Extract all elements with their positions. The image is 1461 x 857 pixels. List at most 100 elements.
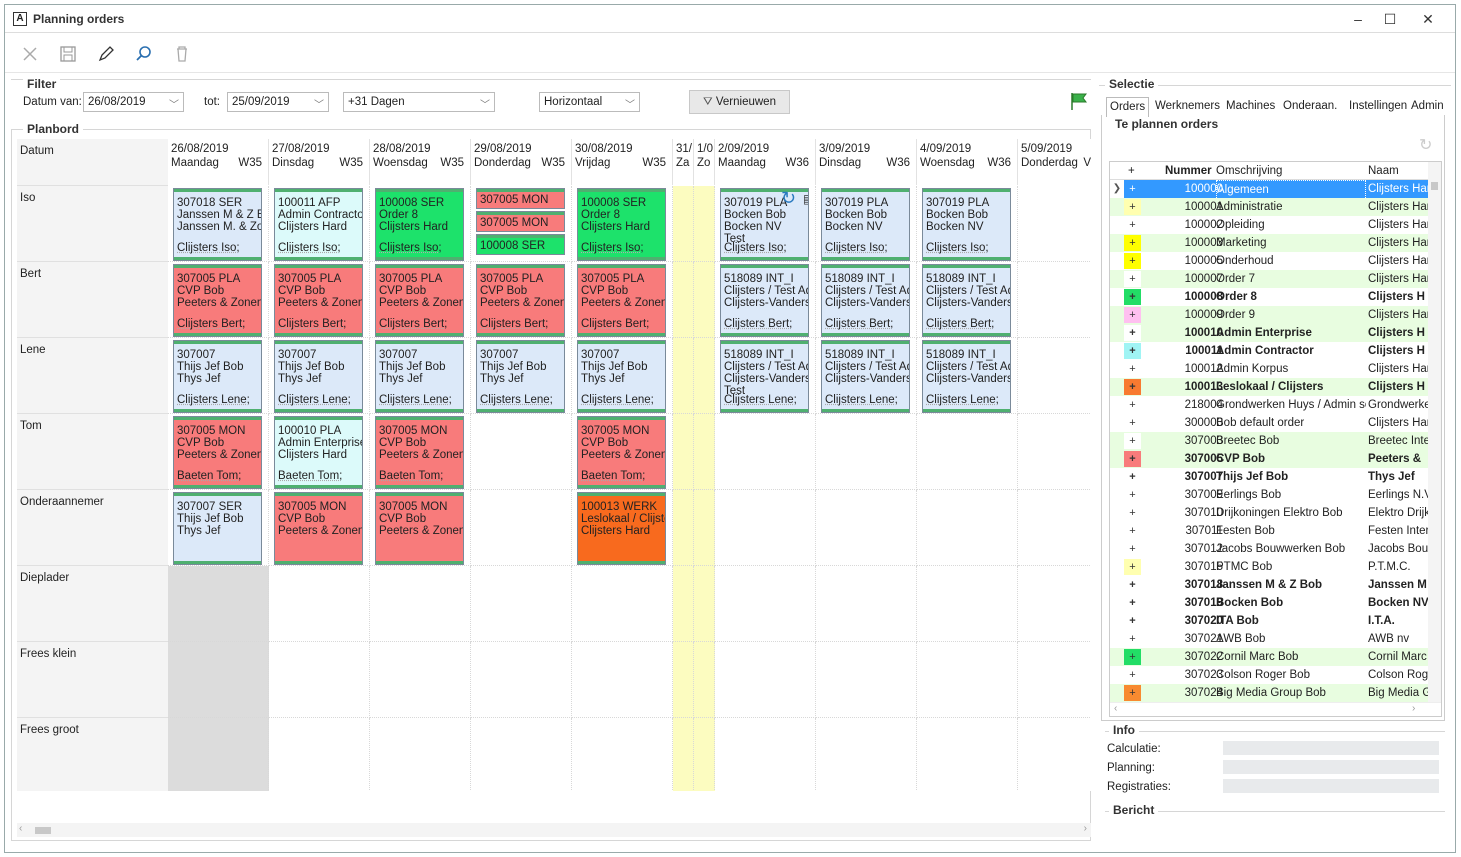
order-row[interactable]: +307021 AWB Bob AWB nv bbox=[1110, 630, 1428, 648]
grid-cell[interactable] bbox=[168, 262, 269, 338]
grid-cell[interactable] bbox=[471, 642, 572, 718]
cancel-icon[interactable] bbox=[19, 43, 41, 65]
expand-plus-icon[interactable]: + bbox=[1124, 181, 1141, 197]
grid-cell[interactable] bbox=[572, 338, 673, 414]
scroll-left-icon[interactable]: ‹ bbox=[19, 823, 23, 834]
expand-plus-icon[interactable]: + bbox=[1124, 253, 1141, 269]
range-select[interactable]: +31 Dagen ﹀ bbox=[343, 92, 495, 112]
grid-cell[interactable] bbox=[816, 718, 917, 791]
grid-cell[interactable] bbox=[917, 262, 1018, 338]
grid-cell[interactable] bbox=[269, 642, 370, 718]
grid-cell[interactable] bbox=[572, 642, 673, 718]
order-row[interactable]: +307022 Cornil Marc Bob Cornil Marc bbox=[1110, 648, 1428, 666]
grid-cell[interactable] bbox=[1018, 490, 1091, 566]
grid-cell[interactable] bbox=[168, 186, 269, 262]
minimize-button[interactable]: – bbox=[1354, 11, 1362, 27]
grid-cell[interactable] bbox=[917, 718, 1018, 791]
edit-icon[interactable] bbox=[95, 43, 117, 65]
order-row[interactable]: +100008 Order 8 Clijsters H bbox=[1110, 288, 1428, 306]
grid-cell[interactable] bbox=[694, 186, 715, 262]
grid-cell[interactable] bbox=[917, 186, 1018, 262]
grid-cell[interactable] bbox=[572, 566, 673, 642]
expand-plus-icon[interactable]: + bbox=[1124, 523, 1141, 539]
expand-plus-icon[interactable]: + bbox=[1124, 307, 1141, 323]
expand-plus-icon[interactable]: + bbox=[1124, 577, 1141, 593]
expand-plus-icon[interactable]: + bbox=[1124, 199, 1141, 215]
expand-plus-icon[interactable]: + bbox=[1124, 433, 1141, 449]
expand-plus-icon[interactable]: + bbox=[1124, 271, 1141, 287]
expand-plus-icon[interactable]: + bbox=[1124, 487, 1141, 503]
order-row[interactable]: +100010 Admin Enterprise Clijsters H bbox=[1110, 324, 1428, 342]
grid-cell[interactable] bbox=[694, 718, 715, 791]
grid-cell[interactable] bbox=[269, 718, 370, 791]
orientation-select[interactable]: Horizontaal ﹀ bbox=[539, 92, 640, 112]
order-card[interactable]: 307007 Thijs Jef Bob Thys Jef Clijsters Len… bbox=[476, 340, 565, 413]
horizontal-scrollbar[interactable]: ‹ › bbox=[17, 823, 1091, 837]
close-window-button[interactable]: ✕ bbox=[1422, 11, 1434, 27]
expand-plus-icon[interactable]: + bbox=[1124, 289, 1141, 305]
grid-cell[interactable] bbox=[370, 186, 471, 262]
grid-cell[interactable] bbox=[572, 186, 673, 262]
delete-icon[interactable] bbox=[171, 43, 193, 65]
order-card[interactable]: 307007 Thijs Jef Bob Thys Jef Clijsters Len… bbox=[375, 340, 464, 413]
grid-cell[interactable] bbox=[370, 490, 471, 566]
grid-cell[interactable] bbox=[694, 338, 715, 414]
grid-cell[interactable] bbox=[168, 414, 269, 490]
grid-cell[interactable] bbox=[269, 338, 370, 414]
grid-cell[interactable] bbox=[572, 718, 673, 791]
order-row[interactable]: +307023 Colson Roger Bob Colson Roge bbox=[1110, 666, 1428, 684]
naam-header[interactable]: Naam bbox=[1368, 165, 1399, 177]
order-row[interactable]: +307009 Eerlings Bob Eerlings N.V bbox=[1110, 486, 1428, 504]
grid-cell[interactable] bbox=[1018, 566, 1091, 642]
order-row[interactable]: +307018 Janssen M & Z Bob Janssen M bbox=[1110, 576, 1428, 594]
grid-cell[interactable] bbox=[269, 186, 370, 262]
order-row[interactable]: +307003 Breetec Bob Breetec Inte bbox=[1110, 432, 1428, 450]
expand-plus-icon[interactable]: + bbox=[1124, 397, 1141, 413]
grid-cell[interactable] bbox=[816, 338, 917, 414]
order-card[interactable]: 100008 SER bbox=[476, 234, 565, 255]
grid-cell[interactable] bbox=[917, 490, 1018, 566]
expand-plus-icon[interactable]: + bbox=[1124, 631, 1141, 647]
datum-van-field[interactable]: 26/08/2019 ﹀ bbox=[83, 92, 184, 112]
omschrijving-header[interactable]: Omschrijving bbox=[1216, 165, 1283, 177]
grid-cell[interactable] bbox=[168, 566, 269, 642]
grid-cell[interactable] bbox=[1018, 642, 1091, 718]
expand-plus-icon[interactable]: + bbox=[1124, 505, 1141, 521]
refresh-card-icon[interactable]: ↻ bbox=[781, 188, 797, 208]
grid-cell[interactable] bbox=[715, 262, 816, 338]
grid-cell[interactable] bbox=[673, 718, 694, 791]
order-row[interactable]: +307005 CVP Bob Peeters & bbox=[1110, 450, 1428, 468]
grid-cell[interactable] bbox=[816, 414, 917, 490]
grid-cell[interactable] bbox=[694, 262, 715, 338]
expand-plus-icon[interactable]: + bbox=[1124, 541, 1141, 557]
expand-plus-icon[interactable]: + bbox=[1124, 595, 1141, 611]
order-card[interactable]: 307019 PLA Bocken Bob Bocken NV Clijsters I… bbox=[821, 188, 910, 261]
grid-cell[interactable] bbox=[572, 262, 673, 338]
scroll-right-icon[interactable]: › bbox=[1412, 703, 1416, 714]
grid-cell[interactable] bbox=[694, 566, 715, 642]
order-card[interactable]: 307007 SER Thijs Jef Bob Thys Jef bbox=[173, 492, 262, 565]
grid-cell[interactable] bbox=[269, 414, 370, 490]
grid-cell[interactable] bbox=[1018, 186, 1091, 262]
grid-cell[interactable] bbox=[673, 414, 694, 490]
grid-cell[interactable] bbox=[168, 490, 269, 566]
expand-plus-icon[interactable]: + bbox=[1124, 451, 1141, 467]
order-row[interactable]: +307024 Big Media Group Bob Big Media G bbox=[1110, 684, 1428, 702]
grid-cell[interactable] bbox=[673, 490, 694, 566]
expand-plus-icon[interactable]: + bbox=[1124, 361, 1141, 377]
tab-orders[interactable]: Orders bbox=[1106, 97, 1150, 117]
grid-cell[interactable] bbox=[572, 490, 673, 566]
tab-machines[interactable]: Machines bbox=[1226, 100, 1276, 112]
nummer-header[interactable]: Nummer bbox=[1165, 165, 1212, 177]
expand-plus-icon[interactable]: + bbox=[1124, 415, 1141, 431]
